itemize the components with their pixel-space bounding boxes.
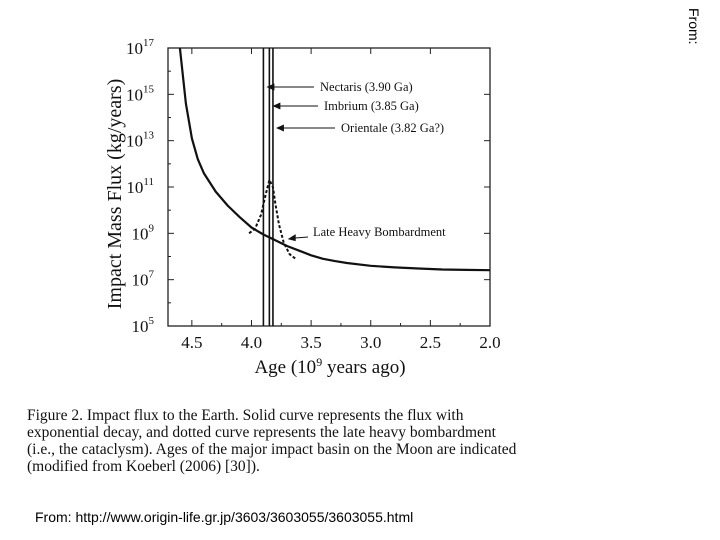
y-tick-label: 1011: [126, 176, 154, 197]
basin-label: Imbrium (3.85 Ga): [324, 99, 419, 113]
x-axis-label: Age (109 years ago): [254, 355, 405, 378]
y-tick-exponent: 9: [149, 222, 155, 234]
y-tick-base: 10: [132, 317, 149, 336]
y-tick-label: 107: [132, 269, 155, 290]
y-axis-label: Impact Mass Flux (kg/years): [104, 79, 126, 310]
y-tick-label: 1017: [126, 37, 155, 58]
x-tick-label: 2.5: [420, 333, 441, 352]
y-tick-exponent: 11: [143, 176, 154, 188]
y-tick-exponent: 17: [143, 37, 155, 49]
basin-label: Nectaris (3.90 Ga): [320, 80, 413, 94]
y-tick-label: 109: [132, 222, 155, 243]
caption-line: (i.e., the cataclysm). Ages of the major…: [27, 441, 517, 458]
y-tick-base: 10: [126, 85, 143, 104]
basin-arrowhead: [272, 102, 281, 110]
lhb-dotted-curve: [248, 179, 297, 260]
exponential-decay-curve: [178, 47, 491, 272]
x-axis-exponent: 9: [316, 355, 322, 369]
y-tick-base: 10: [126, 132, 143, 151]
x-tick-label: 3.0: [360, 333, 381, 352]
caption-line: exponential decay, and dotted curve repr…: [27, 424, 496, 441]
y-tick-base: 10: [132, 271, 149, 290]
y-tick-label: 105: [132, 315, 155, 336]
x-tick-label: 4.0: [241, 333, 262, 352]
x-tick-label: 3.5: [300, 333, 321, 352]
y-tick-base: 10: [126, 178, 143, 197]
caption-line: (modified from Koeberl (2006) [30]).: [27, 458, 260, 475]
lhb-arrowhead: [287, 234, 296, 242]
y-tick-exponent: 7: [149, 269, 155, 281]
lhb-arrow-line: [293, 236, 309, 239]
lhb-label: Late Heavy Bombardment: [313, 225, 446, 239]
corner-label: From:: [686, 8, 702, 45]
source-note: From: http://www.origin-life.gr.jp/3603/…: [35, 509, 414, 525]
impact-flux-chart: 4.5 4.0 3.5 3.0 2.5 2.01051071091011101310151…: [104, 37, 501, 378]
x-tick-label: 4.5: [181, 333, 202, 352]
basin-arrowhead: [275, 124, 284, 132]
axes: 4.5 4.0 3.5 3.0 2.5 2.01051071091011101310151…: [126, 37, 501, 352]
figure-caption: Figure 2. Impact flux to the Earth. Soli…: [27, 407, 587, 475]
basin-label: Orientale (3.82 Ga?): [341, 121, 444, 135]
y-tick-label: 1015: [126, 83, 155, 104]
y-tick-exponent: 5: [149, 315, 155, 327]
y-tick-exponent: 15: [143, 83, 155, 95]
y-tick-base: 10: [132, 224, 149, 243]
x-tick-label: 2.0: [479, 333, 500, 352]
y-tick-label: 1013: [126, 130, 155, 151]
annotations: Nectaris (3.90 Ga) Imbrium (3.85 Ga) Orien…: [266, 80, 446, 242]
caption-line: Figure 2. Impact flux to the Earth. Soli…: [27, 407, 464, 424]
y-tick-exponent: 13: [143, 130, 155, 142]
basin-arrowhead: [266, 83, 275, 91]
y-tick-base: 10: [126, 39, 143, 58]
series: [178, 47, 491, 272]
